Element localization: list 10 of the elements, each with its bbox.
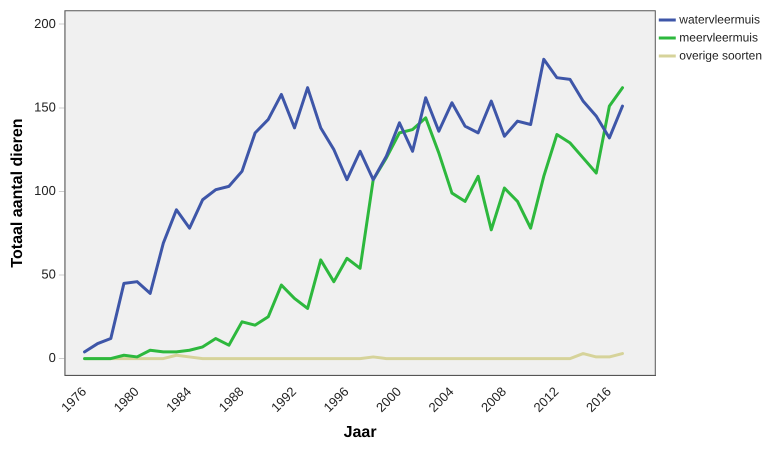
legend-label: watervleermuis (678, 12, 760, 26)
y-tick-label: 0 (48, 350, 56, 366)
y-tick-label: 100 (34, 182, 56, 198)
y-tick-label: 50 (41, 266, 56, 282)
y-tick-label: 150 (34, 99, 56, 114)
legend-label: overige soorten (679, 48, 762, 62)
x-axis-title: Jaar (344, 424, 377, 441)
y-axis-title: Totaal aantal dieren (9, 118, 26, 268)
y-tick-label: 200 (34, 16, 56, 31)
legend-label: meervleermuis (679, 30, 758, 44)
